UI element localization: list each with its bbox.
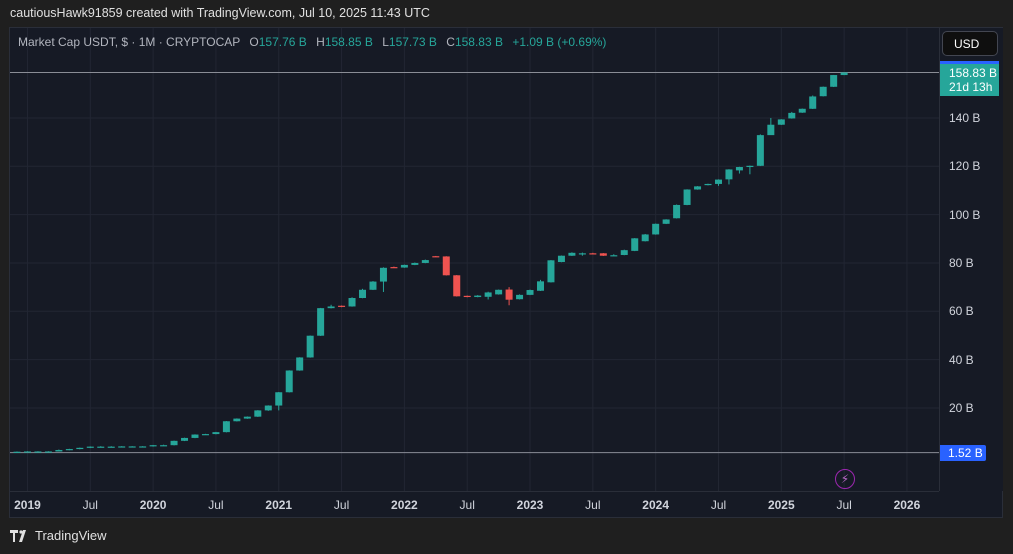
min-price-label: 1.52 B [940, 445, 986, 461]
x-tick-label: 2025 [767, 498, 795, 512]
symbol-legend: Market Cap USDT, $ · 1M · CRYPTOCAP O157… [18, 35, 606, 49]
close-value: 158.83 B [454, 35, 503, 49]
last-price-value: 158.83 B [949, 66, 998, 80]
x-tick-label: 2026 [893, 498, 921, 512]
tradingview-logo-icon [10, 529, 26, 542]
open-value: 157.76 B [258, 35, 307, 49]
x-tick-label: 2020 [139, 498, 167, 512]
chart-pane[interactable] [9, 27, 1003, 518]
x-tick-label: Jul [82, 498, 98, 512]
x-tick-label: 2024 [642, 498, 670, 512]
y-tick-label: 40 B [949, 352, 974, 367]
footer-logo-text: TradingView [35, 528, 107, 543]
open-label: O [249, 35, 259, 49]
y-tick-label: 100 B [949, 207, 981, 222]
x-tick-label: 2022 [391, 498, 418, 512]
y-tick-label: 120 B [949, 159, 981, 174]
x-tick-label: Jul [208, 498, 224, 512]
y-tick-label: 80 B [949, 255, 974, 270]
chart-credit: cautiousHawk91859 created with TradingVi… [10, 6, 430, 20]
y-tick-label: 60 B [949, 304, 974, 319]
x-tick-label: Jul [459, 498, 475, 512]
bar-countdown: 21d 13h [949, 80, 993, 94]
y-tick-label: 20 B [949, 400, 974, 415]
footer: TradingView [10, 528, 107, 543]
x-tick-label: Jul [585, 498, 601, 512]
high-value: 158.85 B [324, 35, 373, 49]
change-value: +1.09 B (+0.69%) [512, 35, 607, 49]
high-label: H [316, 35, 325, 49]
price-axis[interactable] [939, 28, 1003, 491]
time-axis[interactable] [10, 491, 939, 518]
close-label: C [446, 35, 455, 49]
x-tick-label: 2021 [265, 498, 293, 512]
y-tick-label: 140 B [949, 110, 981, 125]
x-tick-label: 2023 [516, 498, 544, 512]
x-tick-label: 2019 [14, 498, 41, 512]
symbol-title[interactable]: Market Cap USDT, $ · 1M · CRYPTOCAP [18, 35, 241, 49]
x-tick-label: Jul [836, 498, 852, 512]
low-value: 157.73 B [388, 35, 437, 49]
x-tick-label: Jul [710, 498, 727, 512]
last-price-label: 158.83 B 21d 13h [940, 61, 999, 96]
currency-button[interactable]: USD [942, 31, 998, 56]
lightning-bolt-icon[interactable]: ⚡ [835, 469, 855, 489]
x-tick-label: Jul [333, 498, 350, 512]
low-label: L [382, 35, 389, 49]
